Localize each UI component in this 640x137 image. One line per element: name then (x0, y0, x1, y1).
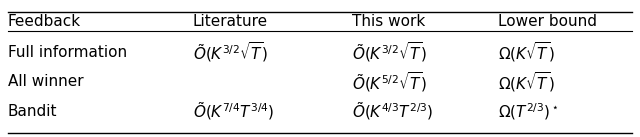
Text: $\Omega(K\sqrt{T})$: $\Omega(K\sqrt{T})$ (499, 70, 555, 94)
Text: $\tilde{O}(K^{4/3}T^{2/3})$: $\tilde{O}(K^{4/3}T^{2/3})$ (352, 100, 433, 122)
Text: All winner: All winner (8, 74, 83, 89)
Text: $\tilde{O}(K^{3/2}\sqrt{T})$: $\tilde{O}(K^{3/2}\sqrt{T})$ (193, 40, 268, 64)
Text: Bandit: Bandit (8, 104, 57, 119)
Text: $\Omega(T^{2/3})^\star$: $\Omega(T^{2/3})^\star$ (499, 101, 559, 122)
Text: $\tilde{O}(K^{7/4}T^{3/4})$: $\tilde{O}(K^{7/4}T^{3/4})$ (193, 100, 274, 122)
Text: Full information: Full information (8, 45, 127, 60)
Text: $\tilde{O}(K^{5/2}\sqrt{T})$: $\tilde{O}(K^{5/2}\sqrt{T})$ (352, 70, 428, 94)
Text: Feedback: Feedback (8, 14, 81, 29)
Text: Lower bound: Lower bound (499, 14, 597, 29)
Text: $\Omega(K\sqrt{T})$: $\Omega(K\sqrt{T})$ (499, 40, 555, 64)
Text: This work: This work (352, 14, 425, 29)
Text: $\tilde{O}(K^{3/2}\sqrt{T})$: $\tilde{O}(K^{3/2}\sqrt{T})$ (352, 40, 428, 64)
Text: Literature: Literature (193, 14, 268, 29)
